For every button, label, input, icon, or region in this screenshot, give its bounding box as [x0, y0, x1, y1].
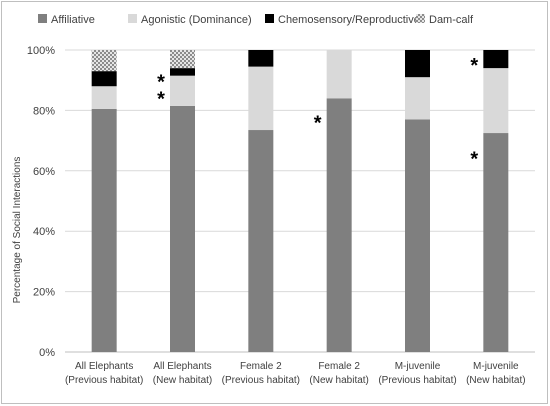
significance-asterisk: *	[470, 55, 478, 77]
bar-segment	[483, 68, 509, 134]
significance-asterisk: *	[157, 72, 165, 94]
bar-segment	[483, 50, 509, 69]
bar-segment	[248, 66, 274, 131]
bar-segment	[170, 75, 195, 106]
legend-swatch	[265, 14, 274, 23]
bar-segment	[405, 50, 430, 78]
legend-label: Dam-calf	[429, 14, 474, 26]
bars	[91, 50, 509, 353]
bar-segment	[91, 50, 117, 72]
legend-swatch	[38, 14, 47, 23]
legend-swatch	[128, 14, 137, 23]
legend: Affiliative Agonistic (Dominance) Chemosen…	[38, 14, 474, 26]
legend-label: Agonistic (Dominance)	[141, 14, 252, 26]
legend-swatch	[416, 14, 425, 23]
bar-segment	[91, 71, 117, 87]
bar-segment	[326, 50, 352, 99]
x-tick-label: All Elephants (New habitat)	[153, 361, 212, 386]
x-tick-label: M-juvenile (New habitat)	[466, 361, 525, 386]
y-tick-label: 100%	[27, 45, 55, 57]
x-tick-label: Female 2 (Previous habitat)	[222, 361, 300, 386]
bar-segment	[405, 119, 430, 353]
significance-asterisk: *	[157, 88, 165, 110]
annotations: *****	[157, 55, 478, 171]
y-tick-label: 0%	[39, 347, 55, 359]
y-axis-label: Percentage of Social Interactions	[12, 157, 23, 304]
bar-segment	[170, 68, 195, 76]
gridlines	[65, 49, 535, 353]
bar-segment	[91, 108, 117, 352]
legend-label: Chemosensory/Reproductive	[278, 14, 420, 26]
x-tick-label: M-juvenile (Previous habitat)	[378, 361, 456, 386]
y-tick-label: 80%	[33, 105, 55, 117]
y-tick-label: 20%	[33, 287, 55, 299]
significance-asterisk: *	[314, 112, 322, 134]
significance-asterisk: *	[470, 149, 478, 171]
legend-label: Affiliative	[51, 14, 95, 26]
y-axis-ticks: 0% 20% 40% 60% 80% 100%	[27, 45, 55, 359]
bar-segment	[248, 50, 274, 67]
bar-segment	[483, 133, 509, 352]
bar-segment	[248, 130, 274, 352]
x-tick-label: All Elephants (Previous habitat)	[65, 361, 143, 386]
y-tick-label: 40%	[33, 226, 55, 238]
bar-segment	[326, 98, 352, 352]
y-tick-label: 60%	[33, 166, 55, 178]
bar-segment	[170, 105, 195, 353]
bar-segment	[91, 86, 117, 109]
x-axis: All Elephants (Previous habitat) All Eleph…	[65, 361, 526, 386]
bar-segment	[405, 77, 430, 120]
x-tick-label: Female 2 (New habitat)	[309, 361, 368, 386]
bar-segment	[170, 50, 195, 69]
